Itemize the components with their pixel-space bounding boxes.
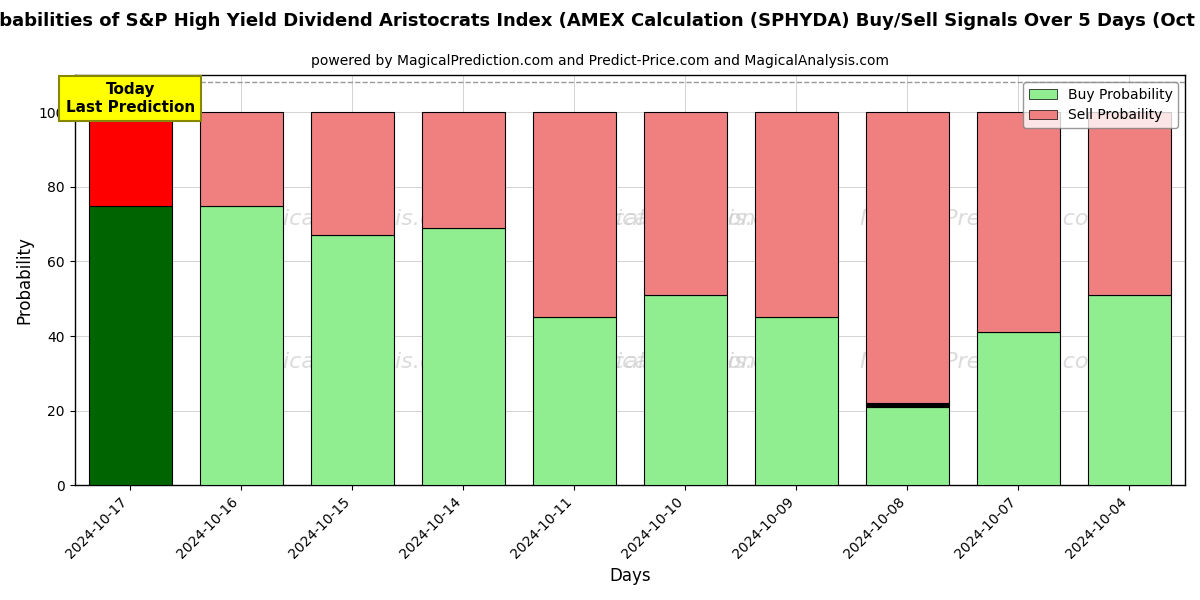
Text: MagicalAnalysis.com: MagicalAnalysis.com [236, 209, 468, 229]
Text: MagicalPrediction.com: MagicalPrediction.com [859, 352, 1111, 372]
Bar [643, 112, 727, 295]
Bar [199, 206, 283, 485]
Bar [533, 317, 616, 485]
Bar [977, 332, 1060, 485]
Bar [89, 206, 172, 485]
Bar [421, 228, 505, 485]
Bar [421, 112, 505, 228]
Text: MagicalAnalysis.com: MagicalAnalysis.com [570, 209, 802, 229]
Legend: Buy Probability, Sell Probaility: Buy Probability, Sell Probaility [1024, 82, 1178, 128]
Text: MagicalAnalysis.com: MagicalAnalysis.com [570, 352, 802, 372]
Bar [865, 407, 949, 485]
Text: Probabilities of S&P High Yield Dividend Aristocrats Index (AMEX Calculation (SP: Probabilities of S&P High Yield Dividend… [0, 12, 1200, 30]
Bar [533, 112, 616, 317]
Bar [755, 317, 838, 485]
Bar [311, 235, 394, 485]
Bar [865, 403, 949, 407]
Text: MagicalAnalysis.com: MagicalAnalysis.com [236, 352, 468, 372]
Bar [199, 112, 283, 206]
X-axis label: Days: Days [610, 567, 650, 585]
Text: MagicalPrediction.com: MagicalPrediction.com [559, 352, 811, 372]
Bar [1088, 112, 1171, 295]
Bar [755, 112, 838, 317]
Bar [1088, 295, 1171, 485]
Text: MagicalPrediction.com: MagicalPrediction.com [559, 209, 811, 229]
Bar [977, 112, 1060, 332]
Text: Today
Last Prediction: Today Last Prediction [66, 82, 194, 115]
Y-axis label: Probability: Probability [16, 236, 34, 324]
Bar [89, 82, 172, 206]
Bar [311, 112, 394, 235]
Bar [865, 112, 949, 403]
Bar [643, 295, 727, 485]
Text: powered by MagicalPrediction.com and Predict-Price.com and MagicalAnalysis.com: powered by MagicalPrediction.com and Pre… [311, 54, 889, 68]
Text: MagicalPrediction.com: MagicalPrediction.com [859, 209, 1111, 229]
